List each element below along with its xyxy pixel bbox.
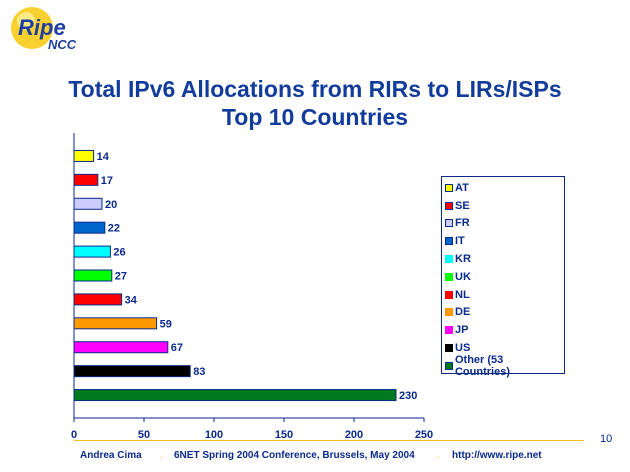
footer-separator: . [436,450,439,461]
footer-separator: . [160,450,163,461]
data-label: 17 [101,175,113,187]
data-label: 14 [97,151,110,163]
data-label: 26 [113,247,125,259]
legend-item: Other (53 Countries) [445,353,561,378]
ripe-ncc-logo: Ripe NCC [4,4,84,56]
footer-divider [74,440,584,441]
bar-jp [73,341,169,354]
svg-text:Ripe: Ripe [18,15,66,40]
data-label: 83 [193,366,205,378]
x-tick-label: 150 [275,429,293,441]
legend-label: US [455,342,471,355]
x-tick-label: 100 [205,429,223,441]
legend-item: NL [445,286,561,304]
legend-label: NL [455,288,470,301]
legend-item: DE [445,304,561,322]
legend-swatch [445,255,453,264]
footer-url[interactable]: http://www.ripe.net [452,450,542,461]
legend-label: Other (53 Countries) [454,353,510,378]
legend-item: AT [445,179,561,197]
data-label: 22 [108,223,120,235]
bar-kr [73,245,111,258]
bar-nl [73,293,123,306]
footer-event: 6NET Spring 2004 Conference, Brussels, M… [174,450,415,461]
legend-swatch [445,290,453,299]
legend-label: SE [455,199,470,212]
x-tick-label: 50 [138,429,150,441]
legend-item: FR [445,215,561,233]
legend-label: DE [455,306,471,319]
x-tick-label: 0 [71,429,77,441]
chart-subtitle: Top 10 Countries [221,104,409,130]
page-number: 10 [600,433,613,445]
bar-se [73,173,99,186]
legend-swatch [445,183,453,192]
bar-it [73,221,106,234]
legend-item: UK [445,268,561,286]
bar-de [73,317,158,330]
data-label: 27 [115,271,127,283]
bar-us [73,365,191,378]
legend-swatch [445,344,453,353]
legend-label: JP [455,324,469,337]
x-tick-label: 250 [415,429,433,441]
legend-swatch [445,219,453,228]
legend-label: KR [455,253,471,266]
legend-swatch [445,237,453,246]
data-label: 230 [399,390,417,402]
footer-author: Andrea Cima [80,450,142,461]
data-label: 20 [105,199,117,211]
legend-item: KR [445,250,561,268]
data-label: 59 [160,318,172,330]
bar-at [73,149,95,162]
legend-label: FR [455,217,470,230]
bar-fr [73,197,103,210]
chart-title: Total IPv6 Allocations from RIRs to LIRs… [68,76,562,102]
legend-item: US [445,339,561,357]
legend: AT SE FR IT KR UK NL DE JP US Other (53 Countries) [441,176,565,378]
svg-text:NCC: NCC [48,37,77,52]
bar-other [73,389,397,402]
legend-swatch [445,308,453,317]
legend-item: IT [445,232,561,250]
legend-swatch [445,326,453,335]
data-label: 34 [125,294,138,306]
x-tick-label: 200 [345,429,363,441]
legend-label: IT [455,235,465,248]
legend-item: JP [445,321,561,339]
legend-label: UK [455,270,471,283]
legend-item: SE [445,197,561,215]
legend-swatch [445,272,453,281]
legend-swatch [445,361,453,370]
data-label: 67 [171,342,183,354]
legend-swatch [445,201,453,210]
bar-uk [73,269,113,282]
legend-label: AT [455,181,469,194]
